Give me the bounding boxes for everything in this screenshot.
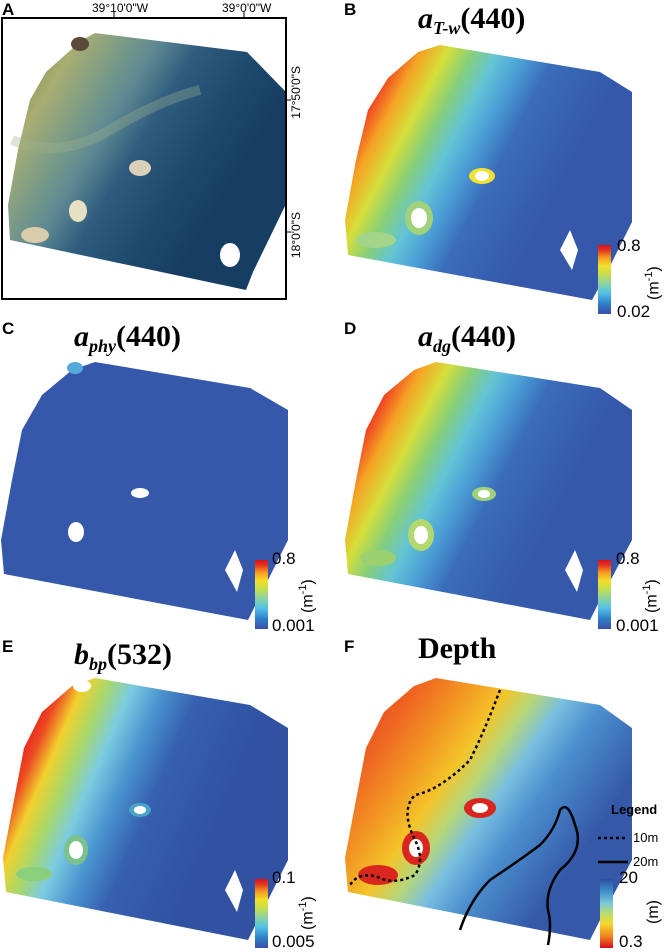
panel-a-letter: A xyxy=(2,0,15,19)
panel-e-title-main: b xyxy=(74,638,89,671)
panel-d-title-tail: (440) xyxy=(451,320,516,353)
panel-f-unit: (m) xyxy=(645,900,662,924)
panel-e-cb-max: 0.1 xyxy=(272,868,296,887)
panel-b-cb-min: 0.02 xyxy=(617,302,651,321)
panel-c-title-main: a xyxy=(74,320,89,353)
panel-d-title-main: a xyxy=(418,320,433,353)
panel-b-title-sub: T-w xyxy=(433,18,461,38)
panel-b-letter: B xyxy=(344,0,357,19)
panel-e-title-tail: (532) xyxy=(107,638,172,671)
panel-e-title-sub: bp xyxy=(89,654,107,674)
panel-c-cb-max: 0.8 xyxy=(272,549,296,568)
panel-d-letter: D xyxy=(344,319,357,338)
panel-f-legend-title: Legend xyxy=(611,802,658,817)
panel-b-title-main: a xyxy=(418,2,433,35)
panel-e-cb-min: 0.005 xyxy=(272,932,315,951)
panel-b-title-tail: (440) xyxy=(460,2,526,35)
panel-f-legend-20m: 20m xyxy=(633,854,659,869)
panel-c-title-sub: phy xyxy=(89,336,116,356)
panel-c-title: aphy(440) xyxy=(74,320,181,357)
panel-d-cb-min: 0.001 xyxy=(616,616,659,635)
panel-f-legend-10m: 10m xyxy=(633,830,659,845)
panel-b-cb-max: 0.8 xyxy=(617,236,641,255)
panel-e-title: bbp(532) xyxy=(74,638,172,675)
panel-f-cb-min: 0.3 xyxy=(619,932,643,951)
panel-d-title-sub: dg xyxy=(433,336,451,356)
panel-d-map xyxy=(345,362,632,629)
panel-c-title-tail: (440) xyxy=(116,320,181,353)
panel-f-cb-max: 20 xyxy=(619,868,638,887)
panel-a-lon-tick-2: 39°0'0"W xyxy=(222,1,272,15)
panel-d-title: adg(440) xyxy=(418,320,516,357)
panel-d-cb-max: 0.8 xyxy=(616,549,640,568)
panel-e-letter: E xyxy=(2,637,14,656)
panel-c-letter: C xyxy=(2,319,15,338)
panel-b-title: aT-w(440) xyxy=(418,2,525,39)
panel-b-map xyxy=(345,45,632,314)
panel-f-letter: F xyxy=(344,637,355,656)
isobath-20m xyxy=(458,805,580,946)
panel-a-lon-tick-1: 39°10'0"W xyxy=(92,1,149,15)
panel-a-map xyxy=(1,12,291,300)
panel-c-cb-min: 0.001 xyxy=(272,616,315,635)
panel-f-title: Depth xyxy=(418,632,497,665)
panel-c-map xyxy=(1,362,288,629)
